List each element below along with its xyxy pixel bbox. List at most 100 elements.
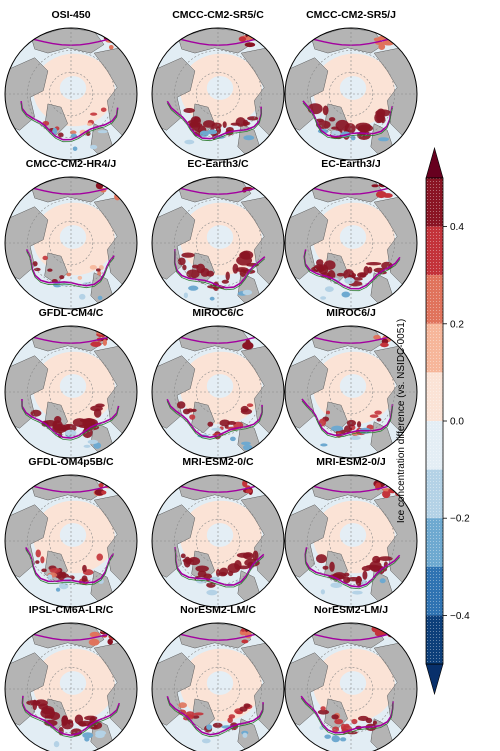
anomaly-patch	[97, 271, 102, 276]
colorbar-bin-texture	[426, 469, 443, 519]
anomaly-patch	[240, 408, 253, 415]
ice-edge-line	[25, 547, 115, 584]
anomaly-patch	[40, 707, 56, 719]
colorbar-tick-label: 0.0	[450, 417, 464, 428]
anomaly-patch	[350, 135, 356, 141]
anomaly-patch	[82, 564, 87, 573]
anomaly-patch	[264, 185, 275, 193]
anomaly-patch	[35, 560, 40, 564]
anomaly-patch	[47, 268, 53, 272]
anomaly-patch	[246, 403, 254, 408]
ice-edge-line-secondary	[166, 698, 264, 738]
panel-title: NorESM2-LM/J	[314, 604, 388, 616]
anomaly-patch	[330, 130, 341, 137]
anomaly-patch	[235, 267, 249, 273]
anomaly-patch	[227, 563, 241, 574]
anomaly-patch	[107, 35, 115, 42]
anomaly-patch	[81, 575, 88, 583]
anomaly-patch	[320, 706, 326, 711]
panel-title: CMCC-CM2-SR5/J	[306, 9, 396, 21]
anomaly-patch	[376, 558, 381, 563]
anomaly-patch	[329, 561, 335, 572]
pole-region	[339, 523, 367, 547]
anomaly-patch	[222, 121, 227, 128]
anomaly-patch	[372, 720, 377, 725]
ice-edge-line	[300, 695, 394, 734]
land-mass	[311, 28, 385, 54]
anomaly-patch	[378, 137, 390, 142]
anomaly-patch	[97, 130, 108, 134]
pole-region	[206, 76, 234, 100]
ice-edge-line	[301, 398, 394, 437]
anomaly-patch	[199, 130, 209, 137]
land-mass	[178, 623, 252, 649]
anomaly-patch	[227, 421, 237, 425]
anomaly-patch	[201, 738, 211, 744]
land-mass	[31, 177, 105, 203]
anomaly-patch	[241, 441, 251, 446]
anomaly-patch	[239, 251, 251, 259]
ice-edge-line	[302, 100, 394, 138]
anomaly-patch	[245, 489, 253, 494]
anomaly-patch	[334, 718, 344, 725]
anomaly-patch	[259, 183, 266, 189]
anomaly-patch	[348, 272, 357, 278]
panel-title: MIROC6/J	[326, 307, 376, 319]
anomaly-patch	[192, 264, 199, 269]
anomaly-patch	[382, 490, 391, 499]
anomaly-patch	[189, 414, 196, 420]
anomaly-patch	[59, 275, 65, 280]
pole-region	[339, 76, 367, 100]
anomaly-patch	[369, 414, 379, 418]
map-boundary	[4, 474, 138, 608]
anomaly-patch	[178, 702, 187, 709]
anomaly-patch	[187, 556, 201, 566]
anomaly-patch	[202, 120, 215, 128]
anomaly-patch	[331, 126, 339, 130]
land-mass	[311, 475, 385, 501]
map-boundary	[151, 622, 285, 751]
anomaly-patch	[207, 421, 214, 427]
land-mass	[31, 28, 105, 54]
anomaly-patch	[90, 341, 102, 347]
colorbar-label: Ice concentration difference (vs. NSIDC-…	[396, 319, 407, 523]
anomaly-patch	[378, 556, 393, 562]
anomaly-patch	[79, 129, 87, 135]
anomaly-patch	[61, 715, 68, 726]
anomaly-patch	[79, 293, 86, 300]
map-boundary	[284, 474, 418, 608]
map-boundary	[284, 325, 418, 459]
anomaly-patch	[363, 266, 370, 276]
colorbar-tick-label: −0.2	[450, 514, 470, 525]
land-mass	[311, 326, 385, 352]
anomaly-patch	[95, 403, 105, 408]
anomaly-patch	[238, 36, 247, 42]
ice-edge-line	[21, 398, 120, 439]
ice-edge-line-secondary	[20, 103, 119, 143]
anomaly-patch	[324, 286, 334, 292]
anomaly-patch	[397, 625, 407, 632]
anomaly-patch	[260, 32, 266, 40]
anomaly-patch	[58, 582, 69, 590]
anomaly-patch	[373, 334, 381, 340]
anomaly-patch	[245, 338, 251, 347]
panel-title: MRI-ESM2-0/C	[182, 456, 254, 468]
anomaly-patch	[341, 291, 351, 298]
ice-edge-line	[303, 249, 401, 290]
anomaly-patch	[211, 427, 222, 431]
map-panel: NorESM2-LM/J	[284, 604, 418, 751]
land-mass	[311, 177, 385, 203]
anomaly-patch	[77, 275, 83, 280]
anomaly-patch	[325, 410, 331, 415]
anomaly-patch	[241, 639, 249, 644]
anomaly-patch	[83, 444, 91, 448]
anomaly-patch	[26, 700, 41, 706]
anomaly-patch	[328, 117, 336, 122]
ice-edge-line-secondary	[26, 251, 115, 289]
anomaly-patch	[30, 409, 42, 417]
land-mass	[178, 326, 252, 352]
map-panel: NorESM2-LM/C	[151, 604, 285, 751]
anomaly-patch	[242, 480, 248, 488]
anomaly-patch	[330, 582, 343, 588]
anomaly-patch	[32, 261, 38, 267]
